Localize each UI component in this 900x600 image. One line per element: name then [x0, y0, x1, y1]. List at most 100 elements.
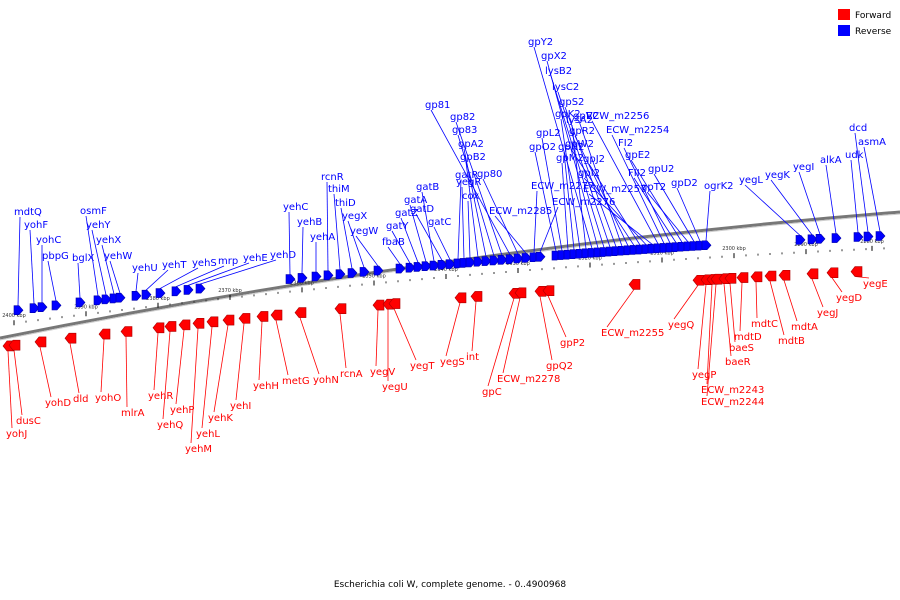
reverse-gene-label-gpa2: gpA2	[458, 139, 484, 150]
forward-gene-label-yehl: yehL	[196, 429, 220, 440]
reverse-gene-leader-yehy	[91, 229, 107, 295]
reverse-gene-label-mdtq: mdtQ	[14, 207, 42, 218]
forward-gene-leader-mdtd	[739, 282, 743, 332]
reverse-gene-arrow-mrp	[171, 286, 182, 297]
tick-label-2390-kbp: 2390 kbp	[74, 304, 98, 310]
reverse-gene-label-gatr: gatR	[455, 170, 478, 181]
reverse-gene-label-ecw-m2277: ECW_m2277	[531, 181, 594, 192]
reverse-gene-leader-mrp	[175, 265, 225, 288]
forward-gene-arrow-baes	[724, 273, 737, 284]
reverse-gene-arrow-yegl	[795, 235, 806, 245]
forward-gene-label-yehh: yehH	[253, 381, 279, 392]
tick-label-2370-kbp: 2370 kbp	[218, 288, 242, 294]
reverse-gene-label-gpk2: gpK2	[555, 109, 581, 120]
forward-gene-label-mlra: mlrA	[121, 408, 145, 419]
reverse-gene-arrow-yegx	[359, 267, 370, 277]
reverse-gene-arrow-yeht	[141, 289, 152, 300]
forward-gene-leader-ecw-m2278	[502, 297, 521, 374]
reverse-gene-leader-gpj2	[588, 163, 641, 246]
forward-gene-leader-yehr	[153, 332, 159, 391]
reverse-gene-leader-gp82	[455, 121, 503, 256]
forward-gene-arrow-yege	[850, 266, 863, 277]
forward-gene-label-baes: baeS	[729, 343, 754, 354]
reverse-gene-leader-yegr	[461, 186, 465, 259]
reverse-gene-label-yegi: yegI	[793, 162, 814, 173]
reverse-gene-label-gatc: gatC	[428, 217, 451, 228]
reverse-gene-label-yehb: yehB	[297, 217, 322, 228]
forward-gene-arrow-mdta	[778, 269, 791, 281]
reverse-gene-label-gata: gatA	[404, 195, 427, 206]
forward-gene-label-yehi: yehI	[230, 401, 251, 412]
ticks-layer: 2400 kbp 2390 kbp 2380 kbp 2370 kbp 2360 kbp…	[2, 239, 885, 326]
forward-gene-leader-mdtc	[755, 281, 758, 319]
reverse-gene-label-lysc2: lysC2	[552, 82, 579, 93]
forward-gene-label-yoho: yohO	[95, 393, 121, 404]
reverse-gene-leader-yehc	[288, 211, 291, 275]
reverse-gene-arrow-gp83	[489, 255, 500, 266]
forward-gene-leader-int	[471, 301, 477, 352]
reverse-gene-leader-yehu	[135, 272, 139, 292]
forward-gene-label-yegd: yegD	[836, 293, 862, 304]
forward-gene-leader-mlra	[125, 336, 128, 408]
forward-gene-arrow-dld	[64, 332, 77, 344]
reverse-gene-leader-thid	[340, 207, 353, 269]
reverse-gene-label-gpv2: gpV2	[573, 111, 599, 122]
forward-gene-leader-yehq	[162, 331, 171, 420]
reverse-gene-label-yegr: yegR	[456, 177, 481, 188]
reverse-gene-label-gp82: gp82	[450, 112, 475, 123]
forward-gene-leader-dld	[69, 343, 80, 394]
forward-gene-leader-ecw-m2255	[606, 289, 635, 328]
forward-gene-arrow-yehq	[164, 321, 177, 332]
reverse-gene-leader-lysa2	[571, 124, 587, 249]
reverse-gene-label-yegk: yegK	[765, 170, 790, 181]
reverse-gene-label-gatb: gatB	[416, 182, 439, 193]
forward-gene-leader-gpc	[487, 298, 515, 387]
reverse-gene-label-gpm2: gpM2	[556, 153, 584, 164]
forward-gene-arrow-yegt	[388, 298, 401, 309]
forward-gene-label-yohn: yohN	[313, 375, 339, 386]
reverse-gene-leader-asma	[863, 146, 881, 232]
reverse-gene-arrow-gaty	[405, 262, 416, 273]
forward-gene-label-dld: dld	[73, 394, 88, 405]
forward-gene-arrow-yegj	[806, 268, 819, 280]
reverse-gene-label-yohf: yohF	[24, 220, 48, 231]
reverse-gene-label-gatd: gatD	[410, 204, 434, 215]
reverse-gene-leader-gp80	[482, 178, 519, 255]
legend-forward-label: Forward	[855, 11, 891, 21]
forward-gene-label-rcna: rcnA	[340, 369, 363, 380]
forward-gene-leader-gpp2	[547, 295, 567, 338]
reverse-gene-label-ecw-m2254: ECW_m2254	[606, 125, 669, 136]
reverse-gene-label-gp80: gp80	[477, 169, 502, 180]
reverse-gene-label-fbab: fbaB	[382, 237, 405, 248]
reverse-gene-leader-ecw-m2257	[588, 193, 653, 245]
forward-gene-leader-yehm	[190, 328, 199, 444]
forward-gene-leader-yehi	[235, 323, 245, 401]
reverse-gene-arrow-gp81	[505, 254, 516, 264]
reverse-gene-label-thid: thiD	[335, 198, 356, 209]
tick-label-2360-kbp: 2360 kbp	[290, 280, 314, 286]
reverse-gene-label-gpn2: gpN2	[558, 142, 585, 153]
reverse-gene-label-gpr2: gpR2	[569, 126, 595, 137]
reverse-gene-leader-gpo2	[534, 151, 557, 252]
forward-gene-leader-metg	[275, 319, 289, 376]
reverse-gene-label-yegw: yegW	[350, 226, 378, 237]
reverse-gene-arrow-gpa2	[481, 256, 492, 266]
reverse-gene-label-gatz: gatZ	[395, 208, 418, 219]
reverse-gene-arrow-gp82	[497, 254, 508, 265]
reverse-gene-leader-gpr2	[574, 135, 629, 247]
reverse-gene-label-ogrk2: ogrK2	[704, 181, 734, 192]
forward-gene-label-gpc: gpC	[482, 387, 502, 398]
reverse-gene-label-lysb2: lysB2	[545, 66, 572, 77]
reverse-gene-leader-gpw2	[570, 148, 635, 246]
forward-gene-label-ecw-m2255: ECW_m2255	[601, 328, 664, 339]
forward-gene-leader-gpq2	[539, 296, 553, 361]
reverse-labels-layer: mdtQ yohF yohC pbpG bglX osmF yehY yehX yehWyehU…	[14, 37, 886, 274]
reverse-gene-arrow-yehb	[297, 273, 308, 283]
reverse-gene-leader-fbab	[387, 246, 401, 265]
reverse-gene-arrow-rcnr	[323, 270, 334, 281]
legend-reverse-label: Reverse	[855, 27, 892, 37]
forward-gene-label-yohd: yohD	[45, 398, 71, 409]
forward-gene-leader-mdta	[783, 280, 798, 322]
forward-arrows-layer	[2, 266, 863, 352]
reverse-gene-arrow-gatd	[437, 260, 448, 270]
